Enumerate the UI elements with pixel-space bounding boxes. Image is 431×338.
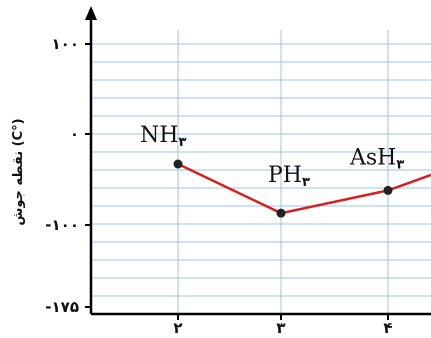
- y-tick-labels: ۱۰۰ ۰ -۱۰۰ -۱۷۵: [45, 35, 91, 316]
- point-label: AsH۳: [349, 145, 404, 172]
- y-tick-label: ۰: [70, 125, 79, 143]
- series-boiling-point: [173, 159, 431, 218]
- data-point: [276, 208, 286, 218]
- point-label-main: PH: [268, 163, 302, 188]
- x-tick-label: ۴: [383, 319, 392, 337]
- point-label: PH۳: [268, 163, 310, 190]
- y-tick-label: -۱۷۵: [45, 298, 79, 316]
- grid-lines: [91, 30, 431, 314]
- x-tick-label: ۳: [276, 319, 285, 337]
- point-label-main: NH: [140, 123, 178, 148]
- data-point: [173, 159, 183, 169]
- point-label-subscript: ۳: [178, 135, 186, 150]
- point-label-main: AsH: [349, 145, 396, 170]
- point-label-subscript: ۳: [396, 157, 404, 172]
- axes: [85, 6, 431, 316]
- data-point: [383, 185, 393, 195]
- y-axis-label: نقطه جوش (C°): [11, 118, 26, 225]
- x-tick-label: ۲: [173, 319, 182, 337]
- y-tick-label: -۱۰۰: [45, 216, 79, 234]
- series-line: [177, 162, 431, 215]
- y-tick-label: ۱۰۰: [52, 35, 79, 53]
- y-axis-arrow-icon: [85, 6, 97, 20]
- point-label: NH۳: [140, 123, 186, 150]
- point-label-subscript: ۳: [302, 175, 310, 190]
- x-tick-labels: ۲ ۳ ۴: [173, 314, 393, 337]
